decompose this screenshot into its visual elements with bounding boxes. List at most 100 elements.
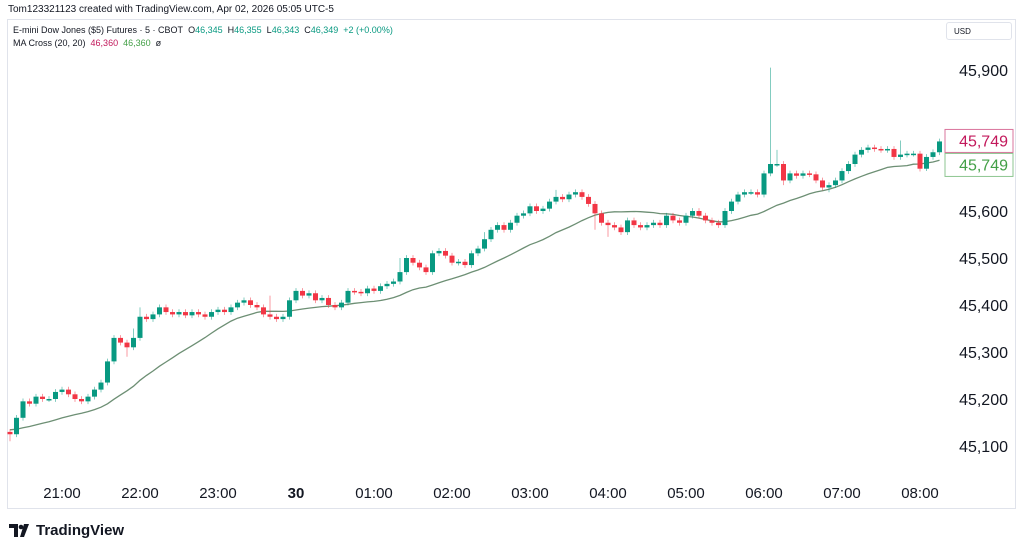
candle-up [865, 147, 871, 150]
ma-name[interactable]: MA Cross (20, 20) [13, 38, 86, 48]
candle-down [709, 220, 715, 223]
candle-up [742, 192, 747, 195]
candle-up [111, 337, 117, 362]
price-label-box [944, 152, 1014, 177]
candle-up [59, 389, 65, 392]
candle-up [566, 194, 572, 200]
candle-up [930, 152, 936, 157]
candle-up [137, 316, 143, 338]
candle-up [436, 250, 442, 254]
candle-down [27, 401, 32, 404]
x-tick-label: 04:00 [589, 485, 627, 502]
candle-up [761, 173, 767, 195]
candle-up [664, 215, 669, 226]
open-label: O [188, 25, 196, 35]
candle-up [475, 248, 481, 254]
candle-down [449, 255, 455, 263]
candle-up [209, 312, 214, 317]
candle-up [430, 253, 435, 273]
high-value: 46,355 [234, 25, 262, 35]
candle-up [131, 337, 136, 348]
open-value: 46,345 [195, 25, 223, 35]
y-tick-label: 45,300 [959, 345, 1008, 362]
symbol-name[interactable]: E-mini Dow Jones ($5) Futures · 5 · CBOT [13, 25, 184, 35]
candle-up [885, 148, 890, 151]
candle-down [677, 220, 682, 223]
candle-up [384, 283, 390, 287]
candle-down [878, 148, 884, 151]
candle-up [397, 272, 403, 282]
ma-extra: ø [155, 38, 162, 48]
candle-up [937, 141, 942, 153]
y-tick-label: 45,400 [959, 298, 1008, 315]
candle-down [820, 180, 825, 188]
candle-down [79, 399, 84, 402]
candle-down [462, 261, 468, 266]
candle-down [358, 291, 364, 294]
candle-down [891, 148, 897, 157]
price-label-box [944, 128, 1014, 153]
x-tick-label: 01:00 [355, 485, 393, 502]
candle-down [917, 153, 923, 169]
candle-up [787, 173, 793, 181]
candle-up [228, 307, 234, 313]
candle-up [280, 316, 286, 320]
y-tick-label: 45,900 [959, 63, 1008, 80]
candle-up [293, 290, 299, 301]
candle-down [592, 203, 598, 214]
chart-legend: E-mini Dow Jones ($5) Futures · 5 · CBOT… [13, 24, 393, 50]
candle-down [300, 290, 305, 296]
candle-up [722, 211, 728, 226]
tradingview-logo[interactable]: TradingView [9, 522, 124, 539]
candle-up [456, 261, 461, 264]
chart-frame [7, 19, 1016, 509]
candle-down [443, 250, 448, 256]
candle-up [833, 180, 838, 186]
candle-up [105, 361, 110, 383]
x-tick-label: 08:00 [901, 485, 939, 502]
candle-up [150, 314, 156, 320]
candle-down [599, 213, 604, 223]
candle-down [579, 192, 585, 197]
candle-up [859, 149, 864, 155]
chart-credit: Tom123321123 created with TradingView.co… [8, 4, 334, 15]
candle-down [410, 258, 416, 263]
candle-down [40, 396, 45, 399]
candle-up [345, 290, 351, 303]
price-label: 45,749 [959, 133, 1008, 150]
price-label: 45,749 [959, 157, 1008, 174]
candle-up [85, 396, 91, 402]
candle-down [66, 389, 71, 395]
candle-up [92, 389, 97, 397]
candle-up [521, 213, 526, 216]
candle-up [287, 300, 292, 317]
candle-up [469, 253, 474, 266]
ma2-value: 46,360 [123, 38, 151, 48]
low-label: L [266, 25, 272, 35]
change-value: +2 (+0.00%) [343, 25, 393, 35]
candle-down [534, 206, 539, 211]
brand-name: TradingView [36, 522, 125, 539]
candle-up [157, 307, 162, 315]
currency-button[interactable]: USD [946, 22, 1012, 40]
candle-down [423, 267, 429, 273]
candle-down [631, 220, 637, 226]
candle-down [612, 225, 617, 228]
candle-up [846, 164, 851, 172]
candle-up [339, 302, 344, 308]
candle-up [495, 225, 500, 230]
candle-up [98, 382, 104, 390]
candle-up [748, 192, 754, 194]
x-tick-label: 30 [288, 485, 305, 502]
candle-up [20, 401, 26, 418]
candle-up [319, 297, 325, 301]
candle-down [124, 342, 130, 348]
ma-line [9, 159, 940, 431]
candle-down [261, 307, 266, 315]
candle-up [651, 222, 656, 226]
x-tick-label: 07:00 [823, 485, 861, 502]
candle-down [670, 215, 676, 221]
candle-up [235, 302, 240, 308]
candle-up [625, 220, 630, 233]
